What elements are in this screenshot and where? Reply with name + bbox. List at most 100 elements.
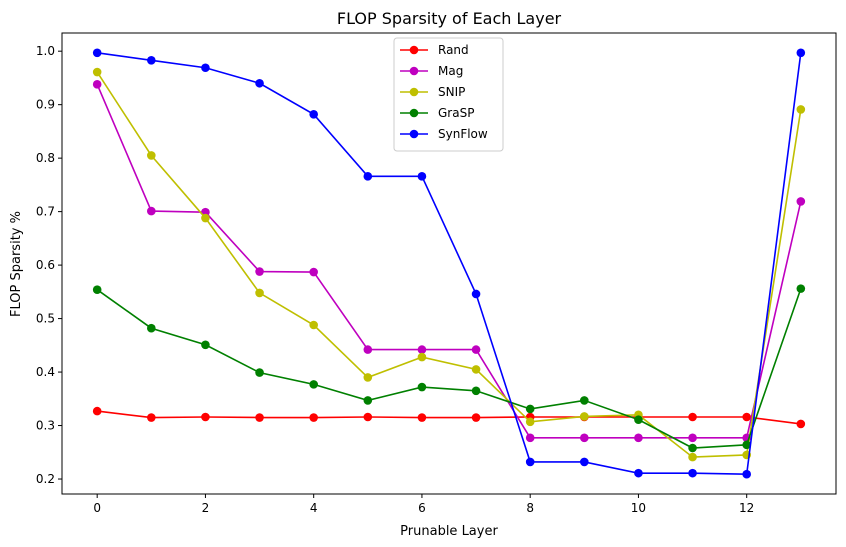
data-point [796,48,806,58]
data-point [471,345,481,354]
plot-frame [61,32,837,495]
series-line [96,288,802,449]
x-tick-label: 12 [739,501,754,515]
data-point [634,433,643,443]
data-point [688,412,697,422]
legend-item: GraSP [400,106,474,120]
data-point [147,55,156,65]
data-point [363,373,373,382]
data-point [201,340,210,350]
data-point [742,440,751,450]
x-axis-label: Prunable Layer [400,524,498,539]
legend-label: Rand [438,43,469,57]
legend: Rand Mag SNIP GraSP SynFlow [393,37,504,152]
y-tick-label: 0.6 [36,258,55,272]
data-point [634,468,643,478]
y-axis-label: FLOP Sparsity % [9,211,24,317]
legend-label: Mag [438,64,463,78]
x-tick-label: 0 [93,501,101,515]
data-point [92,48,102,58]
data-point [201,63,210,73]
data-point [147,413,156,422]
data-point [92,406,102,416]
data-point [417,172,427,181]
data-point [255,413,264,422]
data-point [525,433,535,443]
legend-marker [409,45,419,55]
legend-label: GraSP [438,106,474,120]
y-tick-label: 0.7 [36,205,55,219]
x-tick-label: 6 [418,501,426,515]
data-point [796,197,806,206]
legend-item: Mag [400,64,463,78]
legend-item: SNIP [400,85,465,99]
legend-marker [409,66,419,76]
chart-title: FLOP Sparsity of Each Layer [337,9,562,28]
data-point [363,345,373,354]
data-point [255,267,264,276]
data-point [471,365,481,374]
y-tick-label: 0.9 [36,98,55,112]
x-tick-label: 2 [202,501,210,515]
data-point [147,206,156,216]
series-synflow [92,48,806,479]
series-mag [92,80,806,443]
y-tick-label: 0.3 [36,419,55,433]
series-line [97,51,802,476]
axis-ticks: 0 2 4 6 8 10 12 0.2 0.3 0.4 0.5 0.6 0.7 0.8 0.9 1.0 [36,44,754,515]
data-point [309,380,318,389]
data-point [580,433,589,443]
x-tick-label: 4 [310,501,318,515]
data-point [580,412,589,421]
data-point [525,457,535,467]
y-tick-label: 0.4 [36,365,55,379]
data-point [688,468,697,478]
data-point [580,457,589,467]
data-point [417,352,427,362]
data-point [471,386,481,396]
series-rand [92,406,806,429]
data-point [363,172,373,181]
data-point [796,419,806,429]
data-point [255,368,264,377]
data-point [417,382,427,392]
legend-marker [409,108,419,118]
legend-label: SNIP [438,85,465,99]
data-point [309,267,318,277]
data-point [92,67,102,77]
legend-box [393,37,504,152]
data-point [201,207,210,217]
series-line [97,410,801,425]
data-point [742,412,751,422]
data-point [363,412,373,422]
series-grasp [92,284,806,453]
data-point [309,320,318,330]
legend-label: SynFlow [438,127,488,141]
data-point [525,417,535,427]
y-tick-label: 0.2 [36,472,55,486]
data-point [92,80,102,89]
series-line [96,71,802,458]
data-point [580,396,589,405]
series-snip [92,67,806,462]
y-tick-label: 1.0 [36,44,55,58]
data-point [688,443,697,453]
data-point [363,396,373,405]
y-tick-label: 0.5 [36,312,55,326]
data-point [688,433,697,443]
data-point [201,213,210,223]
data-point [147,151,156,160]
data-point [688,452,697,462]
legend-item: SynFlow [400,127,488,141]
series-layer [92,48,806,479]
series-line [96,84,802,439]
x-tick-label: 8 [526,501,534,515]
legend-marker [409,129,419,139]
data-point [417,413,427,422]
x-tick-label: 10 [631,501,646,515]
data-point [92,285,102,295]
data-point [147,323,156,333]
data-point [309,109,318,119]
data-point [309,413,318,422]
